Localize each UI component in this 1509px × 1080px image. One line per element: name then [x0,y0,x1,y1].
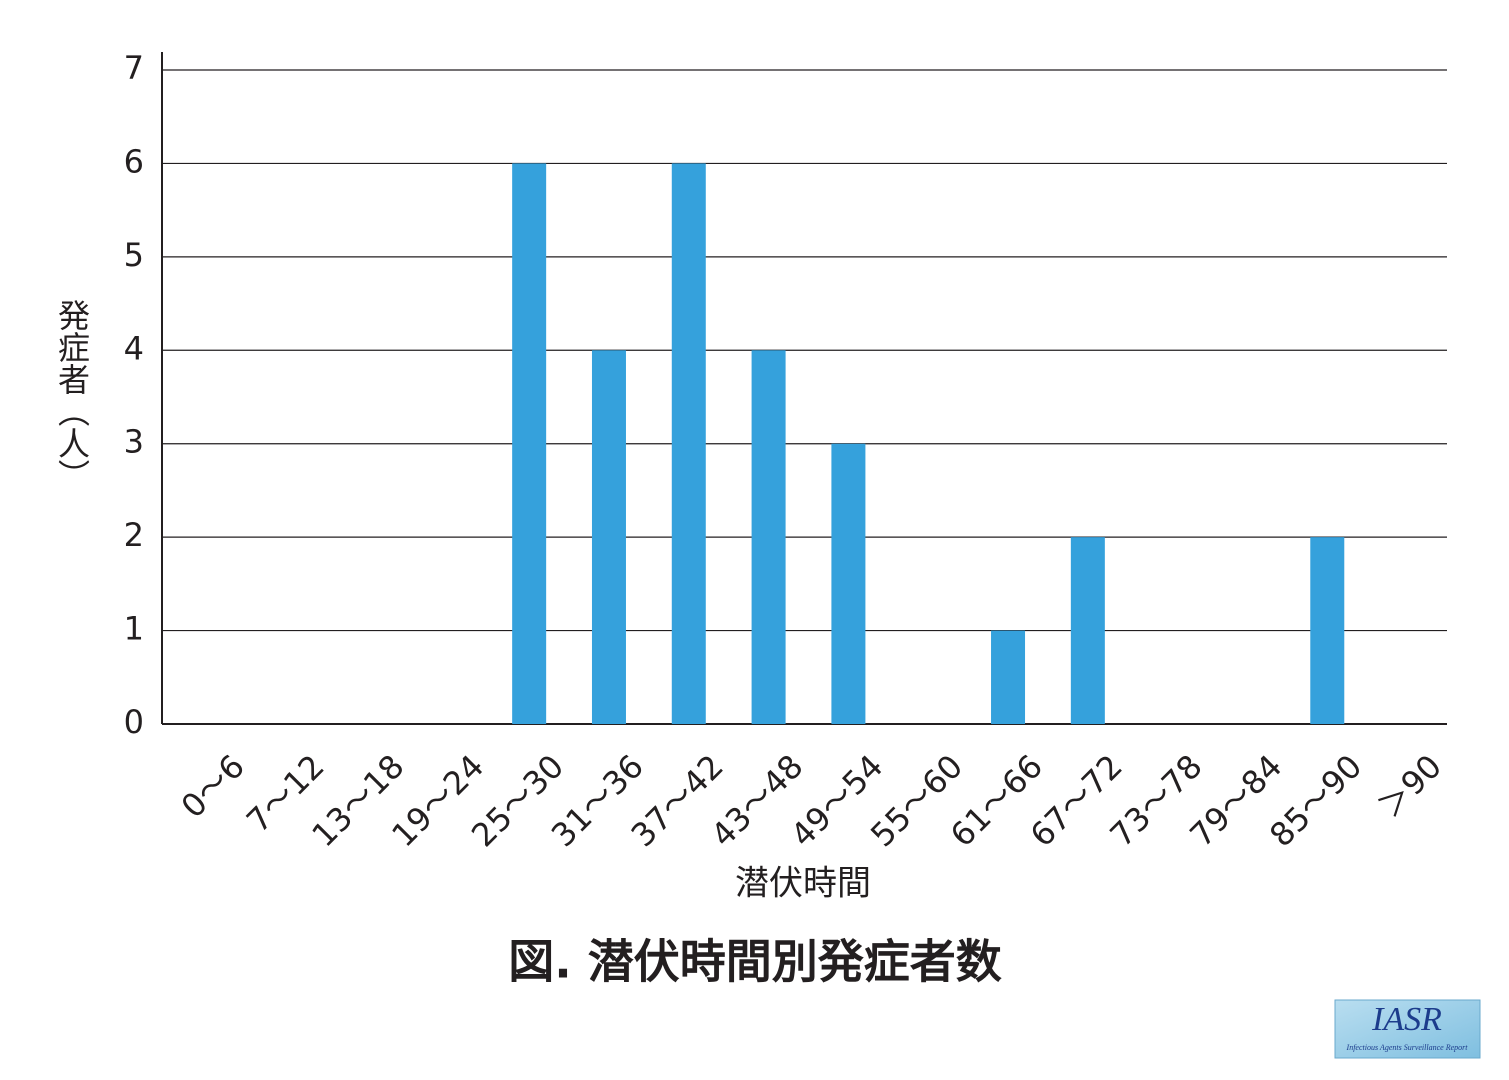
bar [991,630,1026,724]
y-tick-label: 3 [124,423,144,461]
bar [512,163,547,724]
chart-title: 図. 潜伏時間別発症者数 [508,935,1002,989]
logo: IASR Infectious Agents Surveillance Repo… [1334,999,1481,1059]
y-tick-label: 4 [124,329,144,367]
y-tick-label: 1 [124,610,144,648]
y-tick-label: 0 [124,703,144,741]
bar [671,163,706,724]
logo-title: IASR [1371,1001,1442,1038]
y-tick-label: 2 [124,516,144,554]
logo-subtitle: Infectious Agents Surveillance Report [1346,1043,1469,1052]
bar [1310,537,1345,724]
logo-box [1334,999,1481,1059]
y-tick-label: 7 [124,49,144,87]
y-tick-label: 5 [124,236,144,274]
x-tick-label: ＞90 [1371,747,1449,825]
bar [751,350,786,724]
y-tick-label: 6 [124,142,144,180]
bar [1070,537,1105,724]
x-axis-label: 潜伏時間 [735,864,871,904]
bar [831,443,866,724]
y-axis-label: 発症者（人） [53,299,91,491]
bar [591,350,626,724]
